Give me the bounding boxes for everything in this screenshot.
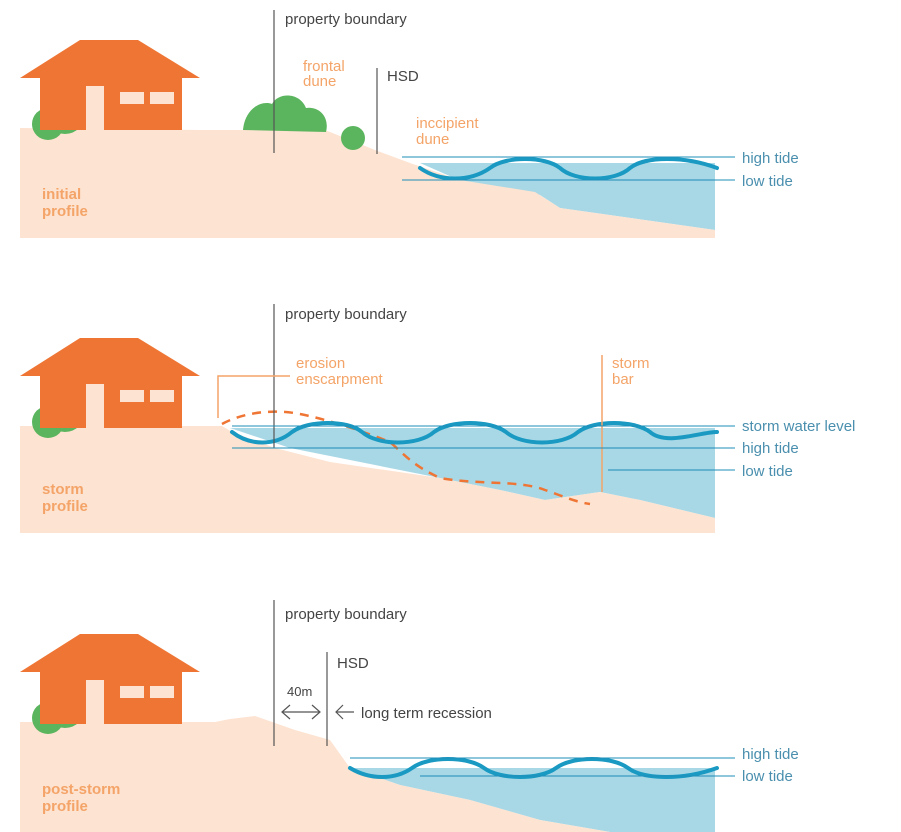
frontal-dune-label: frontal dune <box>303 58 349 90</box>
recession-label: long term recession <box>361 705 492 722</box>
high-tide-label: high tide <box>742 440 799 457</box>
original-dune-outline <box>221 410 591 506</box>
low-tide-label: low tide <box>742 463 793 480</box>
distance-label: 40m <box>287 684 312 699</box>
sand-initial <box>20 117 715 238</box>
waves-initial <box>418 157 719 181</box>
property-boundary-label: property boundary <box>285 606 407 623</box>
profile-label-initial: initial profile <box>42 186 88 220</box>
water-post-storm <box>350 768 715 832</box>
sand-post-storm <box>20 716 610 832</box>
storm-bar-label: storm bar <box>612 355 654 388</box>
high-tide-label: high tide <box>742 746 799 763</box>
low-tide-label: low tide <box>742 173 793 190</box>
profile-label-storm: storm profile <box>42 481 88 515</box>
waves-storm <box>230 421 719 445</box>
panel-storm: property boundary erosion enscarpment st… <box>20 304 855 533</box>
bush-dune-initial <box>243 95 365 150</box>
hsd-label: HSD <box>337 655 369 672</box>
low-tide-label: low tide <box>742 768 793 785</box>
water-storm <box>230 428 715 518</box>
house-storm <box>20 338 200 428</box>
erosion-escarpment-label: erosion enscarpment <box>296 355 384 388</box>
distance-arrow <box>281 704 321 720</box>
property-boundary-label: property boundary <box>285 306 407 323</box>
property-boundary-label: property boundary <box>285 11 407 28</box>
hsd-label: HSD <box>387 68 419 85</box>
recession-arrow <box>335 704 354 720</box>
panel-post-storm: property boundary HSD 40m long term rece… <box>20 600 799 832</box>
waves-post-storm <box>348 757 719 779</box>
house-initial <box>20 40 200 130</box>
storm-water-level-label: storm water level <box>742 418 855 435</box>
erosion-escarpment-pointer <box>217 375 290 418</box>
high-tide-label: high tide <box>742 150 799 167</box>
sand-storm <box>20 426 715 533</box>
profile-label-post-storm: post-storm profile <box>42 781 125 815</box>
panel-initial: property boundary frontal dune HSD incci… <box>20 10 799 238</box>
house-post-storm <box>20 634 200 724</box>
incipient-dune-label: inccipient dune <box>416 115 483 148</box>
